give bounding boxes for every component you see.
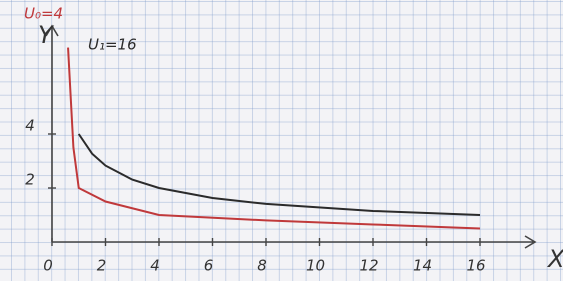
x-tick-label: 8	[257, 257, 267, 275]
x-tick-label: 6	[204, 257, 214, 275]
x-tick-label: 10	[306, 257, 325, 275]
chart: X Y 0 2 4 6 8 10 12 14 16 2 4 U₁=16 U₀=4	[0, 0, 563, 281]
x-axis	[52, 236, 535, 248]
curve-label: U₀=4	[24, 5, 63, 23]
x-tick-label: 12	[359, 257, 378, 275]
x-tick-label: 14	[413, 257, 432, 275]
x-tick-label: 4	[150, 257, 160, 275]
curve	[68, 48, 480, 229]
y-tick-label: 2	[25, 171, 35, 189]
x-tick-label: 0	[43, 257, 53, 275]
y-tick-label: 4	[25, 117, 35, 135]
x-tick-label: 2	[97, 257, 107, 275]
x-axis-label: X	[546, 245, 563, 273]
x-tick-label: 16	[466, 257, 485, 275]
curve	[79, 134, 480, 215]
curve-label: U₁=16	[88, 36, 137, 54]
y-axis-label: Y	[38, 21, 55, 49]
